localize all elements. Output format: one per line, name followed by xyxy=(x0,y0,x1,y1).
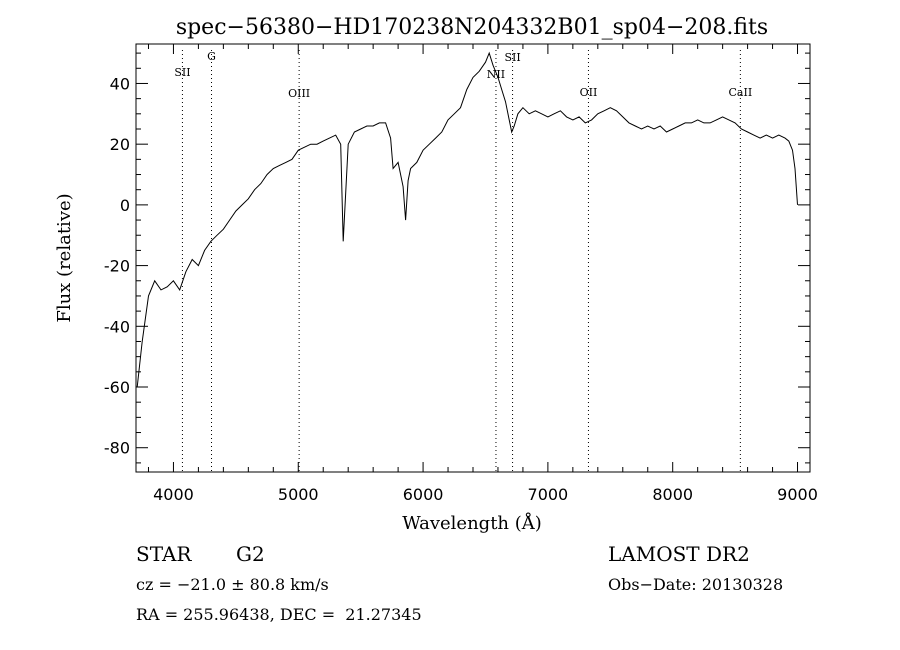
observation-date: Obs−Date: 20130328 xyxy=(608,575,784,594)
y-axis-ticks: -80 -60 -40 -20 0 20 40 xyxy=(104,52,810,464)
y-tick-label: -40 xyxy=(104,317,130,336)
marker-label: SII xyxy=(174,66,190,79)
marker-label: CaII xyxy=(729,86,753,99)
y-tick-label: 40 xyxy=(110,74,130,93)
marker-label: OIII xyxy=(288,87,310,100)
y-axis-label: Flux (relative) xyxy=(54,193,75,322)
x-tick-label: 9000 xyxy=(777,485,818,504)
plot-frame xyxy=(135,43,811,473)
x-tick-label: 5000 xyxy=(278,485,319,504)
marker-label: NII xyxy=(487,68,505,81)
object-class: STAR xyxy=(136,542,192,566)
x-tick-label: 8000 xyxy=(652,485,693,504)
y-tick-label: -20 xyxy=(104,257,130,276)
marker-label: SII xyxy=(504,51,520,64)
emission-line-markers: SII G OIII NII SII OII CaII xyxy=(174,50,752,472)
survey-name: LAMOST DR2 xyxy=(608,542,750,566)
x-tick-label: 4000 xyxy=(153,485,194,504)
marker-label: G xyxy=(207,50,216,63)
object-subclass: G2 xyxy=(236,542,265,566)
y-tick-label: 20 xyxy=(110,135,130,154)
spectrum-line xyxy=(136,51,798,388)
x-tick-label: 6000 xyxy=(403,485,444,504)
y-tick-label: 0 xyxy=(120,196,130,215)
x-axis-label: Wavelength (Å) xyxy=(402,512,542,534)
x-axis-ticks: 4000 5000 6000 7000 8000 9000 xyxy=(147,44,818,504)
coordinates: RA = 255.96438, DEC = 21.27345 xyxy=(136,605,422,624)
y-tick-label: -60 xyxy=(104,378,130,397)
redshift-velocity: cz = −21.0 ± 80.8 km/s xyxy=(136,575,329,594)
x-tick-label: 7000 xyxy=(528,485,569,504)
marker-label: OII xyxy=(580,86,598,99)
y-tick-label: -80 xyxy=(104,439,130,458)
chart-title: spec−56380−HD170238N204332B01_sp04−208.f… xyxy=(176,15,768,40)
